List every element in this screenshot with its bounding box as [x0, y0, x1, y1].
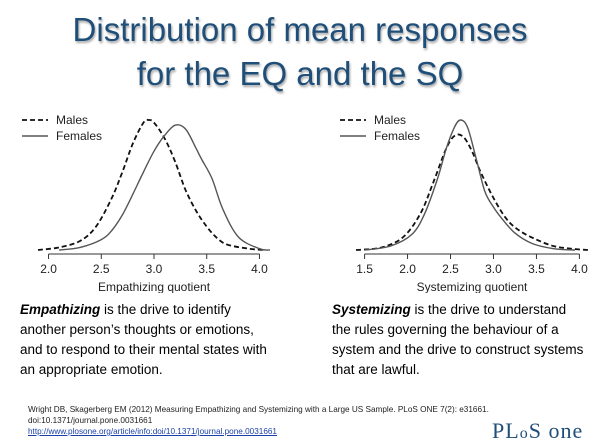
- x-tick-label: 2.5: [442, 262, 459, 276]
- x-axis-label: Empathizing quotient: [98, 280, 211, 293]
- series-line-males: [355, 133, 589, 251]
- empathizing-term: Empathizing: [20, 302, 101, 317]
- x-tick-label: 3.5: [528, 262, 545, 276]
- systemizing-term: Systemizing: [332, 302, 411, 317]
- x-tick-label: 3.0: [146, 262, 163, 276]
- title-line-1: Distribution of mean responses: [72, 11, 528, 48]
- sq-density-chart: 1.5 2.0 2.5 3.0 3.5 4.0 Systemizing quotient Ma…: [318, 108, 598, 293]
- empathizing-description: Empathizing is the drive to identify ano…: [20, 300, 275, 380]
- x-tick-label: 2.0: [399, 262, 416, 276]
- x-tick-label: 2.5: [93, 262, 110, 276]
- title-line-2: for the EQ and the SQ: [136, 55, 464, 92]
- citation-reference: Wright DB, Skagerberg EM (2012) Measurin…: [28, 405, 489, 414]
- x-tick-label: 2.0: [40, 262, 57, 276]
- series-line-females: [59, 124, 271, 251]
- slide-title: Distribution of mean responses for the E…: [0, 8, 600, 96]
- x-axis-label: Systemizing quotient: [417, 280, 528, 293]
- legend-label-males: Males: [374, 113, 406, 127]
- citation-link[interactable]: http://www.plosone.org/article/info:doi/…: [28, 427, 277, 436]
- empathizing-definition: is the drive to identify another person’…: [20, 302, 267, 377]
- systemizing-definition: is the drive to understand the rules gov…: [332, 302, 584, 377]
- citation-doi: doi:10.1371/journal.pone.0031661: [28, 416, 153, 425]
- plos-one-logo: PLoS one: [492, 418, 584, 443]
- series-line-males: [37, 118, 265, 251]
- series-line-females: [364, 119, 576, 251]
- eq-chart-svg: 2.0 2.5 3.0 3.5 4.0 Empathizing quotient Males…: [22, 113, 271, 293]
- x-tick-label: 4.0: [251, 262, 268, 276]
- systemizing-description: Systemizing is the drive to understand t…: [332, 300, 587, 380]
- citation: Wright DB, Skagerberg EM (2012) Measurin…: [28, 404, 498, 437]
- legend-label-females: Females: [374, 129, 420, 143]
- legend-label-males: Males: [56, 113, 88, 127]
- eq-density-chart: 2.0 2.5 3.0 3.5 4.0 Empathizing quotient Males…: [0, 108, 280, 293]
- x-tick-label: 3.0: [485, 262, 502, 276]
- legend-label-females: Females: [56, 129, 102, 143]
- x-tick-label: 4.0: [571, 262, 588, 276]
- x-tick-label: 3.5: [198, 262, 215, 276]
- x-tick-label: 1.5: [356, 262, 373, 276]
- sq-chart-svg: 1.5 2.0 2.5 3.0 3.5 4.0 Systemizing quotient Ma…: [340, 113, 589, 293]
